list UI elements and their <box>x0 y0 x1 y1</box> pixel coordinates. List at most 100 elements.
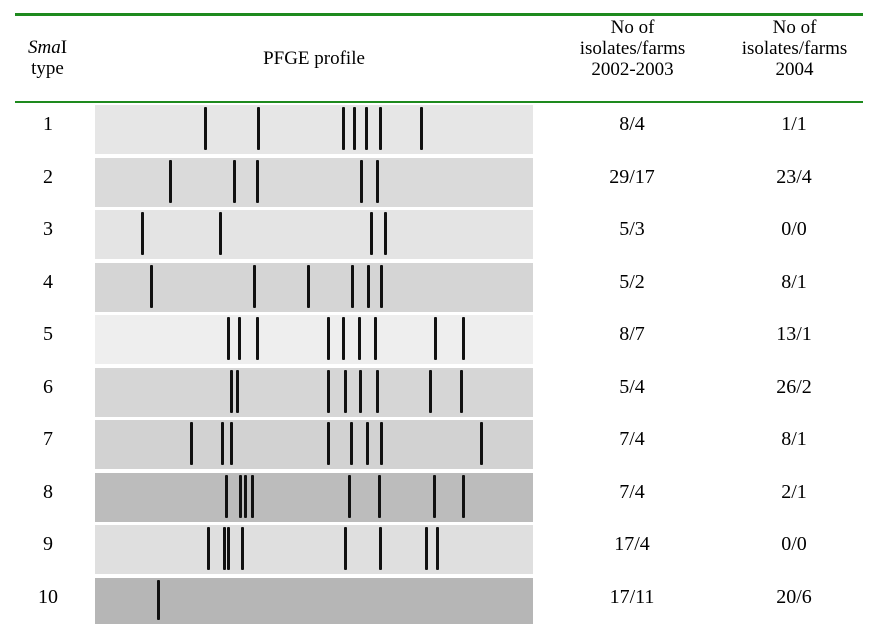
gel-band <box>366 422 369 465</box>
gel-band <box>359 370 362 413</box>
gel-band <box>256 317 259 360</box>
count-cell: 26/2 <box>734 376 854 399</box>
gel-band <box>221 422 224 465</box>
gel-band <box>233 160 236 203</box>
gel-band <box>462 475 465 518</box>
header-profile: PFGE profile <box>95 48 533 69</box>
gel-image <box>95 105 533 154</box>
count-cell: 0/0 <box>734 533 854 556</box>
gel-image <box>95 315 533 364</box>
gel-band <box>433 475 436 518</box>
gel-image <box>95 210 533 259</box>
gel-band <box>374 317 377 360</box>
gel-image <box>95 578 533 624</box>
header-text: No of <box>773 17 817 38</box>
gel-band <box>344 527 347 570</box>
gel-band <box>307 265 310 308</box>
gel-band <box>251 475 254 518</box>
gel-band <box>150 265 153 308</box>
type-cell: 1 <box>0 113 108 136</box>
gel-band <box>157 580 160 620</box>
header-text: isolates/farms <box>580 38 686 59</box>
gel-band <box>327 317 330 360</box>
table-page: SmaI type PFGE profile No of isolates/fa… <box>0 0 873 626</box>
gel-band <box>480 422 483 465</box>
gel-band <box>230 370 233 413</box>
type-cell: 6 <box>0 376 108 399</box>
header-text: PFGE profile <box>263 48 365 69</box>
count-cell: 17/11 <box>572 586 692 609</box>
header-text: type <box>31 58 64 79</box>
gel-band <box>253 265 256 308</box>
gel-band <box>342 107 345 150</box>
type-cell: 7 <box>0 428 108 451</box>
gel-band <box>353 107 356 150</box>
gel-band <box>227 527 230 570</box>
gel-band <box>244 475 247 518</box>
gel-band <box>350 422 353 465</box>
count-cell: 8/4 <box>572 113 692 136</box>
gel-band <box>239 475 242 518</box>
count-cell: 2/1 <box>734 481 854 504</box>
gel-band <box>370 212 373 255</box>
count-cell: 5/3 <box>572 218 692 241</box>
gel-image <box>95 420 533 469</box>
gel-band <box>462 317 465 360</box>
count-cell: 20/6 <box>734 586 854 609</box>
count-cell: 7/4 <box>572 428 692 451</box>
gel-band <box>379 107 382 150</box>
gel-band <box>348 475 351 518</box>
gel-band <box>256 160 259 203</box>
gel-band <box>351 265 354 308</box>
count-cell: 7/4 <box>572 481 692 504</box>
gel-band <box>360 160 363 203</box>
gel-band <box>344 370 347 413</box>
top-rule <box>15 13 863 16</box>
header-text: No of <box>611 17 655 38</box>
gel-band <box>376 160 379 203</box>
count-cell: 8/1 <box>734 428 854 451</box>
gel-image <box>95 263 533 312</box>
gel-band <box>141 212 144 255</box>
type-cell: 3 <box>0 218 108 241</box>
header-period1: No of isolates/farms 2002-2003 <box>560 17 705 80</box>
header-rule <box>15 101 863 103</box>
gel-band <box>225 475 228 518</box>
count-cell: 13/1 <box>734 323 854 346</box>
gel-band <box>365 107 368 150</box>
count-cell: 17/4 <box>572 533 692 556</box>
gel-band <box>429 370 432 413</box>
gel-band <box>425 527 428 570</box>
gel-image <box>95 525 533 574</box>
gel-band <box>227 317 230 360</box>
type-cell: 8 <box>0 481 108 504</box>
type-cell: 9 <box>0 533 108 556</box>
gel-band <box>434 317 437 360</box>
count-cell: 5/2 <box>572 271 692 294</box>
count-cell: 23/4 <box>734 166 854 189</box>
header-text: I <box>61 37 67 58</box>
gel-band <box>376 370 379 413</box>
type-cell: 10 <box>0 586 108 609</box>
count-cell: 8/7 <box>572 323 692 346</box>
gel-band <box>378 475 381 518</box>
count-cell: 5/4 <box>572 376 692 399</box>
count-cell: 8/1 <box>734 271 854 294</box>
gel-band <box>190 422 193 465</box>
header-text: 2002-2003 <box>591 59 673 80</box>
gel-band <box>327 422 330 465</box>
gel-band <box>204 107 207 150</box>
type-cell: 4 <box>0 271 108 294</box>
gel-band <box>257 107 260 150</box>
gel-band <box>384 212 387 255</box>
gel-image <box>95 473 533 522</box>
gel-band <box>460 370 463 413</box>
count-cell: 29/17 <box>572 166 692 189</box>
gel-band <box>241 527 244 570</box>
gel-band <box>169 160 172 203</box>
gel-band <box>223 527 226 570</box>
gel-image <box>95 158 533 207</box>
header-period2: No of isolates/farms 2004 <box>722 17 867 80</box>
header-text: isolates/farms <box>742 38 848 59</box>
gel-band <box>420 107 423 150</box>
